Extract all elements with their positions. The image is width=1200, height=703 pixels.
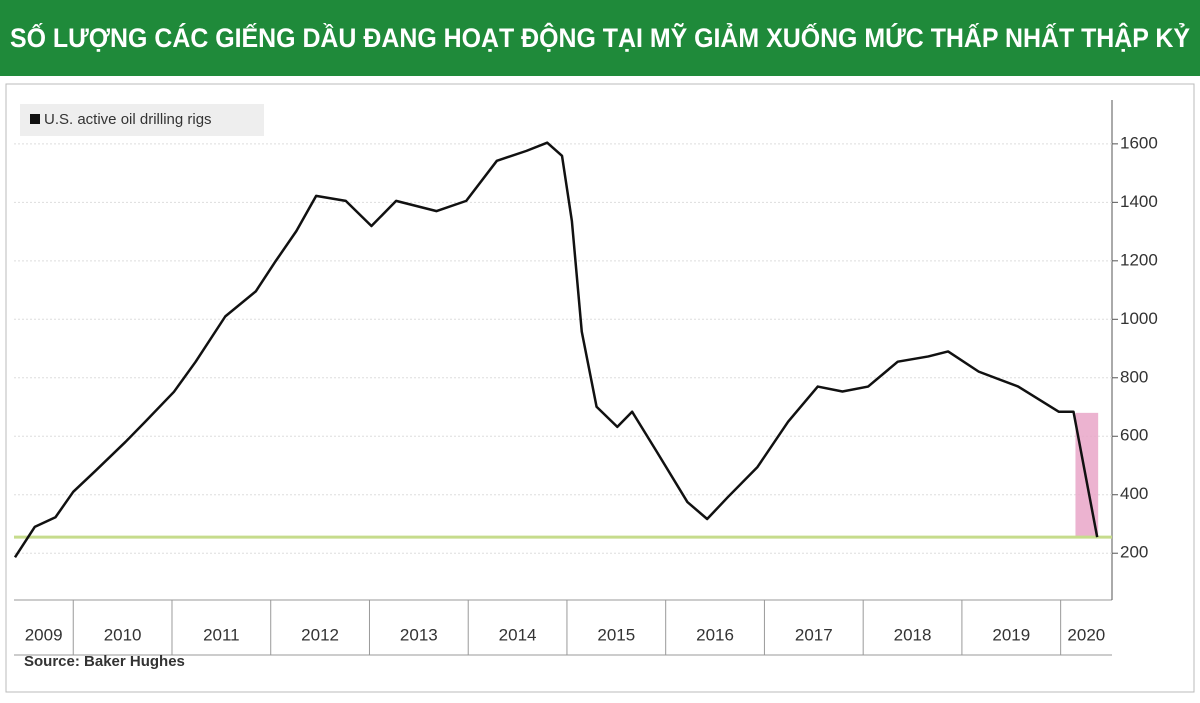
x-tick-label: 2009	[25, 625, 63, 644]
source: Source: Baker Hughes	[24, 653, 185, 670]
x-tick-label: 2019	[992, 625, 1030, 644]
x-tick-label: 2018	[894, 625, 932, 644]
x-tick-label: 2014	[499, 625, 537, 644]
legend-swatch	[30, 114, 40, 124]
x-tick-label: 2016	[696, 625, 734, 644]
x-tick-label: 2011	[203, 625, 240, 644]
y-tick-label: 600	[1120, 426, 1148, 445]
legend-box	[20, 104, 264, 136]
x-tick-label: 2013	[400, 625, 438, 644]
y-tick-label: 1200	[1120, 250, 1158, 269]
x-tick-label: 2012	[301, 625, 339, 644]
chart-frame	[5, 83, 1195, 693]
y-tick-label: 800	[1120, 367, 1148, 386]
chart-title: SỐ LƯỢNG CÁC GIẾNG DẦU ĐANG HOẠT ĐỘNG TẠ…	[10, 21, 1190, 53]
data-line	[13, 141, 1099, 558]
x-tick-label: 2010	[104, 625, 142, 644]
y-tick-label: 1000	[1120, 309, 1158, 328]
legend-label: U.S. active oil drilling rigs	[44, 111, 212, 128]
y-tick-label: 400	[1120, 484, 1148, 503]
x-tick-label: 2020	[1067, 625, 1105, 644]
y-tick-label: 1400	[1120, 192, 1158, 211]
x-tick-label: 2015	[597, 625, 635, 644]
y-tick-label: 200	[1120, 543, 1148, 562]
x-tick-label: 2017	[795, 625, 833, 644]
y-tick-label: 1600	[1120, 133, 1158, 152]
title-bar	[0, 0, 1200, 76]
